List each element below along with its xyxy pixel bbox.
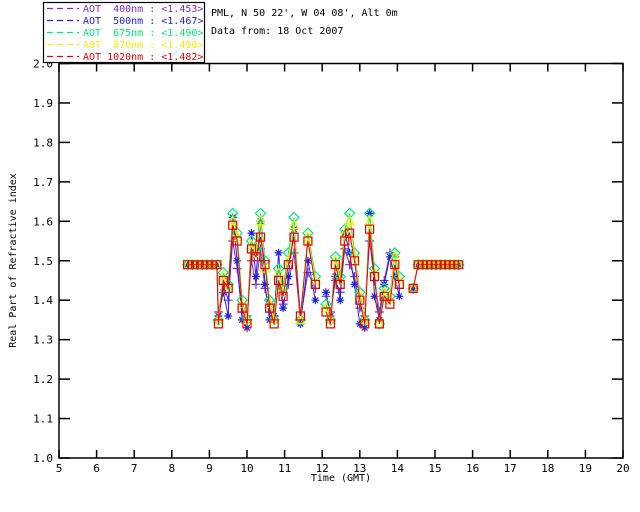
x-tick-label: 15	[428, 462, 441, 475]
legend-entry-aot-400nm: AOT 400nm : <1.453>	[47, 4, 203, 15]
x-tick-label: 5	[56, 462, 63, 475]
y-tick-label: 1.5	[33, 255, 53, 268]
square-markers	[183, 220, 464, 329]
legend-label: AOT 500nm : <1.467>	[83, 16, 203, 27]
legend-entry-aot-870nm: AOT 870nm : <1.490>	[47, 40, 203, 51]
header-line-2: Data from: 18 Oct 2007	[211, 26, 343, 37]
x-tick-label: 17	[504, 462, 517, 475]
x-axis-label: Time (GMT)	[311, 473, 371, 484]
series-aot-1020nm	[183, 220, 464, 329]
x-tick-label: 6	[93, 462, 100, 475]
x-tick-label: 11	[278, 462, 291, 475]
plot-frame	[58, 62, 624, 459]
legend-label: AOT 400nm : <1.453>	[83, 4, 203, 15]
legend: AOT 400nm : <1.453>AOT 500nm : <1.467>AO…	[42, 1, 206, 64]
x-axis-ticks	[58, 63, 624, 458]
series-line	[187, 225, 316, 325]
y-tick-label: 1.1	[33, 413, 53, 426]
legend-entry-aot-500nm: AOT 500nm : <1.467>	[47, 16, 203, 27]
legend-label: AOT 1020nm : <1.482>	[83, 52, 203, 63]
x-tick-label: 19	[579, 462, 592, 475]
y-axis-label: Real Part of Refractive index	[8, 173, 19, 348]
x-tick-label: 12	[316, 462, 329, 475]
x-tick-label: 13	[353, 462, 366, 475]
legend-entry-aot-675nm: AOT 675nm : <1.490>	[47, 28, 203, 39]
x-tick-label: 16	[466, 462, 479, 475]
x-tick-label: 14	[391, 462, 405, 475]
y-tick-label: 1.2	[33, 373, 53, 386]
legend-label: AOT 870nm : <1.490>	[83, 40, 203, 51]
y-axis-ticks	[59, 62, 623, 459]
legend-entry-aot-1020nm: AOT 1020nm : <1.482>	[47, 52, 203, 63]
x-tick-label: 7	[131, 462, 138, 475]
x-tick-label: 10	[240, 462, 253, 475]
legend-label: AOT 675nm : <1.490>	[83, 28, 203, 39]
y-tick-label: 1.4	[33, 294, 53, 307]
y-tick-label: 1.3	[33, 334, 53, 347]
x-tick-label: 18	[541, 462, 554, 475]
y-tick-label: 1.8	[33, 136, 53, 149]
y-tick-label: 1.7	[33, 176, 53, 189]
x-tick-label: 9	[206, 462, 213, 475]
y-tick-label: 1.0	[33, 452, 53, 465]
chart-root: 5 6 7 8 9 10 11 12 13 14 15 16 17 18 19 20 1.0 1.1 1.2 1.3 1…	[33, 1, 630, 475]
header-line-1: PML, N 50 22', W 04 08', Alt 0m	[211, 8, 398, 19]
y-axis-tick-labels: 1.01.11.21.31.41.51.61.71.81.92.0	[33, 58, 53, 466]
x-tick-label: 20	[616, 462, 629, 475]
x-tick-label: 8	[168, 462, 175, 475]
y-tick-label: 1.9	[33, 97, 53, 110]
x-axis-tick-labels: 5 6 7 8 9 10 11 12 13 14 15 16 17 18 19 20	[56, 462, 630, 475]
y-tick-label: 1.6	[33, 215, 53, 228]
